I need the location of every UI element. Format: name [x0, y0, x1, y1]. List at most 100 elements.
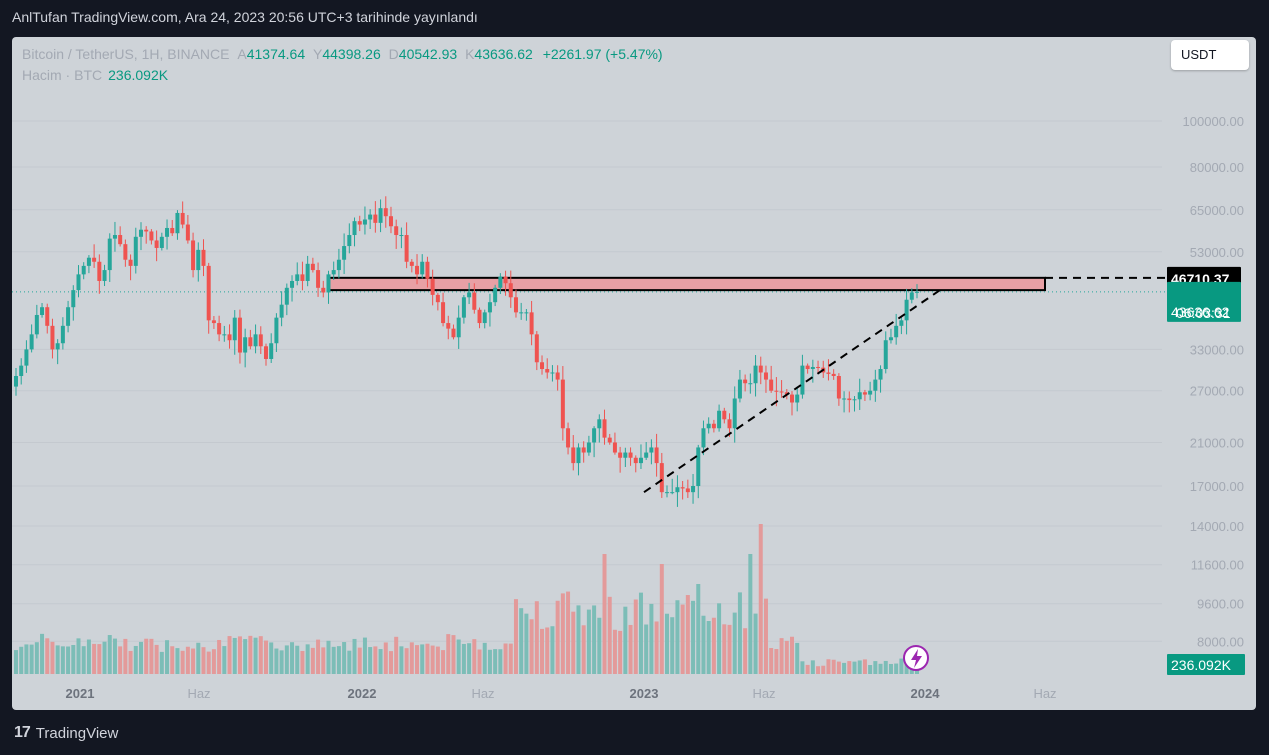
candle-body	[524, 312, 529, 314]
candle-body	[352, 221, 357, 236]
candle-body	[342, 246, 347, 260]
candle-body	[659, 463, 664, 493]
volume-bar	[347, 650, 352, 674]
candle-body	[222, 334, 227, 336]
candle-body	[680, 487, 685, 489]
candle-body	[717, 410, 722, 429]
volume-bar	[779, 638, 784, 674]
candle-body	[722, 410, 727, 420]
volume-bar	[66, 646, 71, 674]
volume-bar	[321, 647, 326, 674]
volume-bar	[586, 609, 591, 674]
volume-bar	[435, 646, 440, 674]
volume-bar	[487, 649, 492, 674]
candle-body	[456, 317, 461, 338]
candle-body	[336, 259, 341, 271]
candle-body	[269, 343, 274, 359]
footer-brand[interactable]: 17 TradingView	[14, 724, 118, 742]
candle-body	[118, 235, 123, 245]
candle-body	[461, 297, 466, 318]
volume-bar	[81, 646, 86, 674]
candle-body	[175, 212, 180, 234]
candle-body	[774, 390, 779, 392]
volume-bar	[576, 605, 581, 674]
currency-button[interactable]: USDT	[1171, 40, 1249, 70]
volume-bar	[805, 664, 810, 674]
candle-body	[732, 398, 737, 429]
volume-bar	[763, 598, 768, 674]
candle-body	[321, 287, 326, 293]
candle-body	[894, 325, 899, 338]
volume-bar	[727, 624, 732, 674]
volume-bar	[50, 641, 55, 674]
candle-body	[284, 287, 289, 305]
candle-body	[388, 216, 393, 227]
candle-body	[566, 428, 571, 448]
volume-bar	[644, 624, 649, 674]
volume-bar	[899, 658, 904, 674]
volume-legend[interactable]: Hacim · BTC 236.092K	[22, 67, 168, 83]
tradingview-logo-icon: 17	[14, 724, 31, 741]
price-chart[interactable]: 100000.00 80000.00 65000.00 53000.00 33000.0…	[12, 37, 1256, 710]
ticker-legend[interactable]: Bitcoin / TetherUS, 1H, BINANCE A41374.6…	[22, 46, 663, 62]
volume-bar	[790, 636, 795, 674]
volume-bar	[14, 650, 18, 674]
time-tick-label: Haz	[1033, 686, 1056, 701]
close-value: 43636.62	[474, 46, 533, 62]
volume-bar	[493, 649, 498, 674]
candle-body	[326, 274, 331, 293]
currency-label: USDT	[1181, 47, 1217, 62]
volume-bar	[253, 637, 258, 674]
candle-body	[394, 226, 399, 236]
candle-body	[487, 302, 492, 313]
volume-bar	[623, 606, 628, 674]
candle-body	[399, 235, 404, 237]
volume-bar	[888, 663, 893, 674]
volume-bar	[607, 596, 612, 674]
volume-bar	[560, 593, 565, 674]
volume-bars	[14, 524, 919, 674]
candle-body	[133, 236, 138, 266]
candle-body	[102, 270, 107, 281]
volume-bar	[29, 644, 34, 674]
time-tick-label: Haz	[752, 686, 775, 701]
volume-bar	[670, 617, 675, 674]
volume-bar	[243, 639, 248, 674]
volume-bar	[399, 646, 404, 674]
volume-bar	[602, 554, 607, 674]
volume-bar	[159, 651, 164, 674]
symbol-name: Bitcoin / TetherUS, 1H, BINANCE	[22, 46, 230, 62]
candle-body	[597, 419, 602, 429]
candles	[14, 196, 919, 507]
candle-body	[357, 221, 362, 225]
candle-body	[71, 290, 76, 308]
volume-bar	[873, 661, 878, 674]
candle-body	[159, 236, 164, 248]
candle-body	[576, 447, 581, 464]
candle-body	[274, 317, 279, 344]
last-price-tag: 43636.62	[1167, 281, 1241, 322]
candle-body	[550, 372, 555, 374]
candle-body	[753, 365, 758, 384]
open-label: A	[237, 46, 247, 62]
volume-bar	[112, 638, 117, 674]
publish-line: AnlTufan TradingView.com, Ara 24, 2023 2…	[12, 9, 478, 25]
volume-bar	[368, 647, 373, 674]
time-tick-label: Haz	[187, 686, 210, 701]
candle-body	[170, 227, 175, 234]
chart-panel[interactable]: 100000.00 80000.00 65000.00 53000.00 33000.0…	[12, 37, 1256, 710]
volume-bar	[19, 646, 24, 674]
candle-body	[425, 261, 430, 279]
volume-price-tag-bg	[1167, 654, 1245, 675]
candle-body	[149, 231, 154, 241]
volume-bar	[628, 624, 633, 674]
close-label: K	[465, 46, 475, 62]
candle-body	[701, 428, 706, 448]
price-tick-label: 21000.00	[1190, 435, 1244, 450]
candle-body	[14, 376, 18, 387]
candle-body	[92, 257, 97, 262]
volume-bar	[711, 617, 716, 674]
publish-info: AnlTufan TradingView.com, Ara 24, 2023 2…	[12, 9, 478, 25]
volume-bar	[60, 646, 65, 674]
volume-bar	[284, 645, 289, 674]
